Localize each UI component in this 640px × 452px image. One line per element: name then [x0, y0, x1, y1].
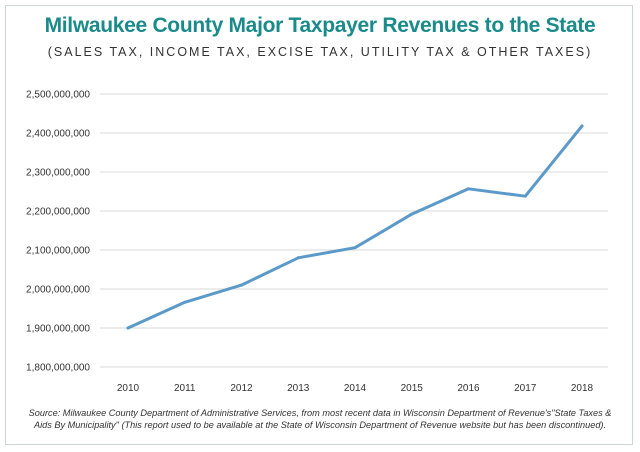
y-tick-label: 1,800,000,000 — [26, 363, 90, 374]
x-tick-label: 2015 — [401, 383, 424, 394]
x-tick-label: 2010 — [117, 383, 140, 394]
x-axis-ticks: 2010 2011 2012 2013 2014 2015 2016 2017 2018 — [117, 383, 594, 394]
y-tick-label: 2,500,000,000 — [26, 90, 90, 101]
y-tick-label: 2,300,000,000 — [26, 168, 90, 179]
x-tick-label: 2018 — [571, 383, 594, 394]
data-point — [183, 300, 187, 304]
x-tick-label: 2012 — [230, 383, 253, 394]
source-note: Source: Milwaukee County Department of A… — [28, 408, 612, 430]
y-axis-ticks: 1,800,000,000 1,900,000,000 2,000,000,000 2… — [26, 90, 90, 374]
data-point — [126, 326, 130, 330]
y-tick-label: 2,200,000,000 — [26, 207, 90, 218]
data-point — [410, 212, 414, 216]
y-tick-label: 1,900,000,000 — [26, 324, 90, 335]
y-tick-label: 2,400,000,000 — [26, 129, 90, 140]
data-point — [240, 283, 243, 287]
chart-frame — [5, 5, 633, 445]
x-tick-label: 2016 — [457, 383, 480, 394]
chart-title: Milwaukee County Major Taxpayer Revenues… — [44, 14, 596, 37]
data-point — [467, 187, 470, 191]
data-point — [523, 194, 527, 198]
data-point — [353, 246, 357, 250]
gridlines — [100, 93, 608, 368]
chart-subtitle: (SALES TAX, INCOME TAX, EXCISE TAX, UTIL… — [47, 45, 593, 59]
x-tick-label: 2013 — [287, 383, 310, 394]
y-tick-label: 2,000,000,000 — [26, 285, 90, 296]
series-group — [126, 124, 584, 330]
data-point — [296, 256, 300, 260]
x-tick-label: 2014 — [344, 383, 367, 394]
data-point — [580, 124, 584, 128]
x-tick-label: 2017 — [514, 383, 537, 394]
series-line — [126, 124, 584, 330]
x-tick-label: 2011 — [174, 383, 196, 394]
y-tick-label: 2,100,000,000 — [26, 246, 90, 257]
